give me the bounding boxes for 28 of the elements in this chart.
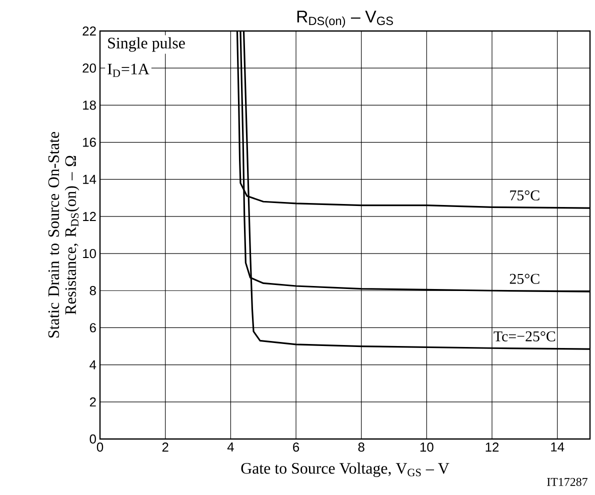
y-tick-label: 2 [90, 397, 96, 406]
x-tick-label: 4 [227, 442, 234, 452]
y-tick-label: 14 [83, 174, 96, 184]
x-tick-label: 0 [96, 442, 104, 452]
y-tick-label: 10 [83, 248, 96, 258]
x-tick-label: 10 [420, 442, 434, 452]
y-tick-label: 22 [82, 26, 96, 36]
x-tick-label: 6 [293, 442, 300, 452]
y-tick-label: 16 [83, 138, 96, 147]
annotation: Single pulse [108, 37, 185, 52]
x-tick-label: 14 [551, 442, 564, 452]
y-tick-label: 8 [90, 286, 96, 296]
text: IT17287 [547, 478, 588, 486]
annotation: I$_{D}$=1A [108, 64, 150, 77]
y-tick-label: 6 [90, 323, 96, 332]
y-tick-label: 20 [82, 64, 96, 73]
series-label: Tc=−25°C [494, 331, 556, 342]
x-tick-label: 12 [486, 442, 499, 452]
series-label: 75°C [510, 190, 540, 200]
y-tick-label: 0 [90, 434, 96, 444]
x-tick-label: 2 [162, 442, 168, 452]
x-tick-label: 8 [358, 442, 364, 452]
series-label: 25°C [510, 274, 540, 284]
x-axis-title: Gate to Source Voltage, V$_{GS}$ – V [241, 462, 450, 478]
y-tick-label: 12 [83, 212, 96, 221]
y-tick-label: 4 [90, 360, 96, 370]
y-tick-label: 18 [83, 100, 96, 110]
chart-title: R$_{DS(on)}$ – V$_{GS}$ [297, 10, 393, 28]
